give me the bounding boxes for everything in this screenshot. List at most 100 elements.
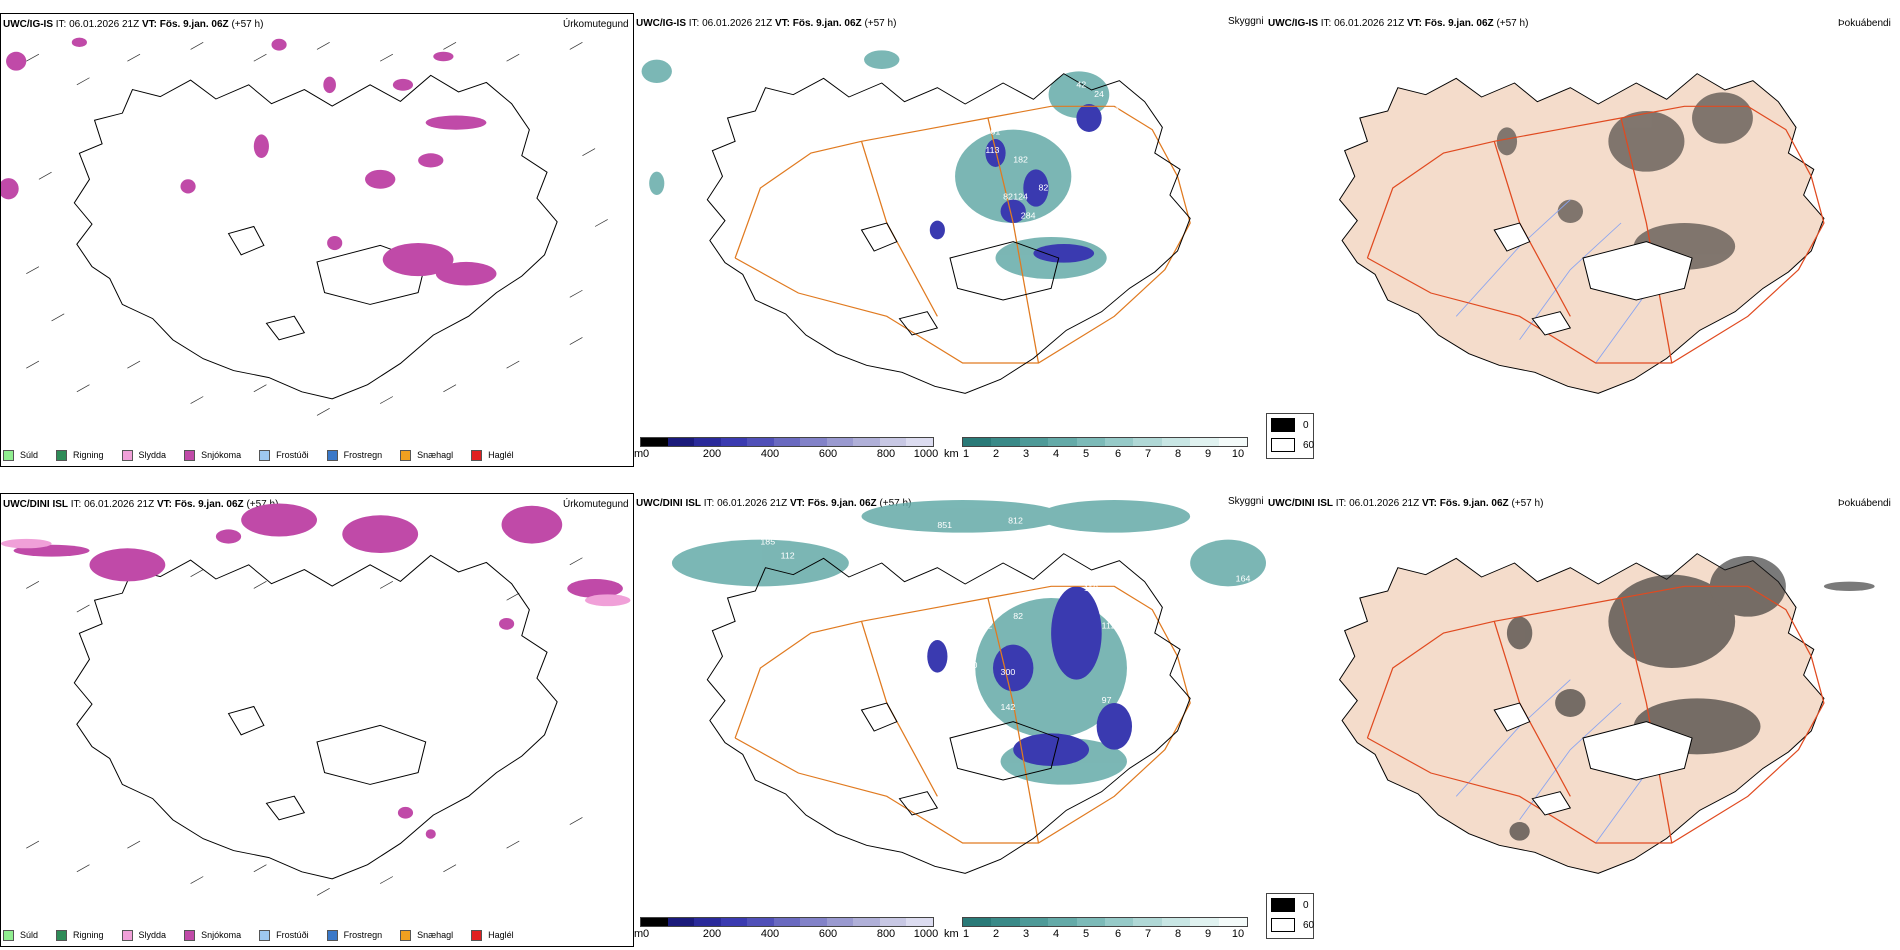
precip-type-legend: Súld Rigning Slydda Snjókoma Frostúði Fr… bbox=[3, 446, 528, 464]
height-color-cell bbox=[826, 918, 854, 926]
panel-label: Úrkomutegund bbox=[563, 499, 629, 510]
legend-item: Frostregn bbox=[326, 929, 382, 941]
cloudbase-value-labels: 185 112 851 812 156 123 164 118 110 122 … bbox=[760, 516, 1250, 712]
precip-type-panel-row1: UWC/IG-IS IT: 06.01.2026 21Z VT: Fös. 9.… bbox=[0, 13, 634, 467]
fog-panel-row1: UWC/IG-IS IT: 06.01.2026 21Z VT: Fös. 9.… bbox=[1266, 13, 1900, 465]
cloudbase-label: 82 bbox=[1003, 192, 1013, 202]
height-color-cell bbox=[641, 918, 668, 926]
legend-item: Snæhagl bbox=[400, 449, 453, 461]
visibility-color-cell bbox=[991, 918, 1020, 926]
height-color-cell bbox=[773, 918, 801, 926]
cloudbase-label: 156 bbox=[1109, 546, 1124, 556]
cloudbase-label: 132 bbox=[1079, 225, 1094, 235]
cloudbase-label: 139 bbox=[1104, 106, 1119, 116]
cloudbase-label: 61 bbox=[990, 127, 1000, 137]
height-color-cell bbox=[720, 918, 748, 926]
cloudbase-label: 142 bbox=[1001, 702, 1016, 712]
legend-item: Snjókoma bbox=[184, 449, 241, 461]
cloudbase-label: 97 bbox=[1102, 695, 1112, 705]
panel-header: UWC/IG-IS IT: 06.01.2026 21Z VT: Fös. 9.… bbox=[636, 18, 897, 29]
height-color-cell bbox=[853, 918, 880, 926]
fog-map bbox=[1338, 553, 1875, 874]
height-color-cell bbox=[720, 438, 748, 446]
cloudbase-label: 112 bbox=[1104, 225, 1118, 235]
precip-type-panel-row2: UWC/DINI ISL IT: 06.01.2026 21Z VT: Fös.… bbox=[0, 493, 634, 947]
legend-item: Frostúði bbox=[259, 449, 309, 461]
panel-header: UWC/DINI ISL IT: 06.01.2026 21Z VT: Fös.… bbox=[1268, 498, 1544, 509]
cloudbase-label: 82 bbox=[1013, 611, 1023, 621]
cloudbase-label: 185 bbox=[760, 537, 775, 547]
height-color-cell bbox=[667, 438, 695, 446]
height-colorbar: m 0 200 400 600 800 1000 bbox=[634, 917, 938, 943]
height-color-cell bbox=[879, 438, 907, 446]
height-color-cell bbox=[747, 918, 774, 926]
cloudbase-label: 182 bbox=[1013, 155, 1028, 165]
visibility-color-cell bbox=[1105, 918, 1134, 926]
cloudbase-label: 82 bbox=[1038, 183, 1048, 193]
height-color-cell bbox=[694, 438, 721, 446]
legend-item: Slydda bbox=[121, 449, 166, 461]
panel-header: UWC/IG-IS IT: 06.01.2026 21Z VT: Fös. 9.… bbox=[3, 19, 264, 30]
panel-label: Skyggni bbox=[1228, 16, 1264, 27]
height-color-cell bbox=[879, 918, 907, 926]
visibility-color-cell bbox=[1161, 918, 1191, 926]
snow-areas bbox=[1, 37, 497, 286]
height-color-cell bbox=[667, 918, 695, 926]
visibility-color-cell bbox=[1076, 918, 1106, 926]
visibility-color-cell bbox=[1105, 438, 1134, 446]
cloudbase-panel-row1: UWC/IG-IS IT: 06.01.2026 21Z VT: Fös. 9.… bbox=[634, 13, 1266, 465]
cloudbase-label: 118 bbox=[1084, 583, 1098, 593]
visibility-color-cell bbox=[1190, 918, 1219, 926]
visibility-color-cell bbox=[1019, 918, 1049, 926]
legend-item: Rigning bbox=[56, 449, 104, 461]
panel-header: UWC/IG-IS IT: 06.01.2026 21Z VT: Fös. 9.… bbox=[1268, 18, 1529, 29]
cloudbase-label: 122 bbox=[978, 621, 993, 631]
visibility-color-cell bbox=[991, 438, 1020, 446]
visibility-colorbar: km 1 2 3 4 5 6 7 8 9 10 bbox=[944, 917, 1248, 943]
visibility-color-cell bbox=[1133, 918, 1162, 926]
legend-item: Frostregn bbox=[326, 449, 382, 461]
rivers bbox=[1455, 679, 1647, 844]
legend-item: Snæhagl bbox=[400, 929, 453, 941]
panel-label: Þokuábendi bbox=[1838, 18, 1891, 29]
visibility-color-cell bbox=[1048, 438, 1077, 446]
visibility-color-cell bbox=[1019, 438, 1049, 446]
cloudbase-label: 851 bbox=[937, 520, 952, 530]
height-color-cell bbox=[906, 918, 934, 926]
height-color-cell bbox=[747, 438, 774, 446]
height-color-cell bbox=[853, 438, 880, 446]
rivers bbox=[1455, 199, 1647, 364]
height-color-cell bbox=[773, 438, 801, 446]
visibility-color-cell bbox=[1133, 438, 1162, 446]
wind-barbs bbox=[26, 557, 583, 896]
wind-barbs bbox=[26, 42, 608, 416]
height-color-cell bbox=[694, 918, 721, 926]
iceland-outline bbox=[73, 554, 558, 880]
visibility-color-cell bbox=[1076, 438, 1106, 446]
visibility-color-cell bbox=[963, 918, 992, 926]
cloud-legend-row2: 0 60 bbox=[1266, 893, 1314, 939]
height-color-cell bbox=[906, 438, 934, 446]
visibility-color-cell bbox=[1218, 918, 1248, 926]
cloudbase-label: 22 bbox=[932, 201, 942, 211]
legend-item: Frostúði bbox=[259, 929, 309, 941]
visibility-color-cell bbox=[1218, 438, 1248, 446]
cloudbase-label: 113 bbox=[985, 145, 999, 155]
height-color-cell bbox=[826, 438, 854, 446]
legend-item: Haglél bbox=[471, 449, 514, 461]
legend-item: Súld bbox=[3, 449, 38, 461]
legend-item: Slydda bbox=[121, 929, 166, 941]
precip-map bbox=[1, 37, 608, 416]
cloudbase-areas bbox=[927, 586, 1133, 766]
cloudbase-label: 188 bbox=[1033, 227, 1048, 237]
height-color-cell bbox=[800, 918, 827, 926]
precip-map bbox=[1, 503, 631, 896]
precip-type-legend: Súld Rigning Slydda Snjókoma Frostúði Fr… bbox=[3, 926, 528, 944]
visibility-color-cell bbox=[1161, 438, 1191, 446]
cloudbase-label: 112 bbox=[781, 551, 795, 561]
cloudbase-label: 30 bbox=[1122, 229, 1132, 239]
cloudbase-label: 42 bbox=[1076, 80, 1086, 90]
cloudbase-areas bbox=[929, 104, 1102, 263]
cloudbase-label: 110 bbox=[915, 616, 929, 626]
snow-areas bbox=[13, 503, 623, 839]
